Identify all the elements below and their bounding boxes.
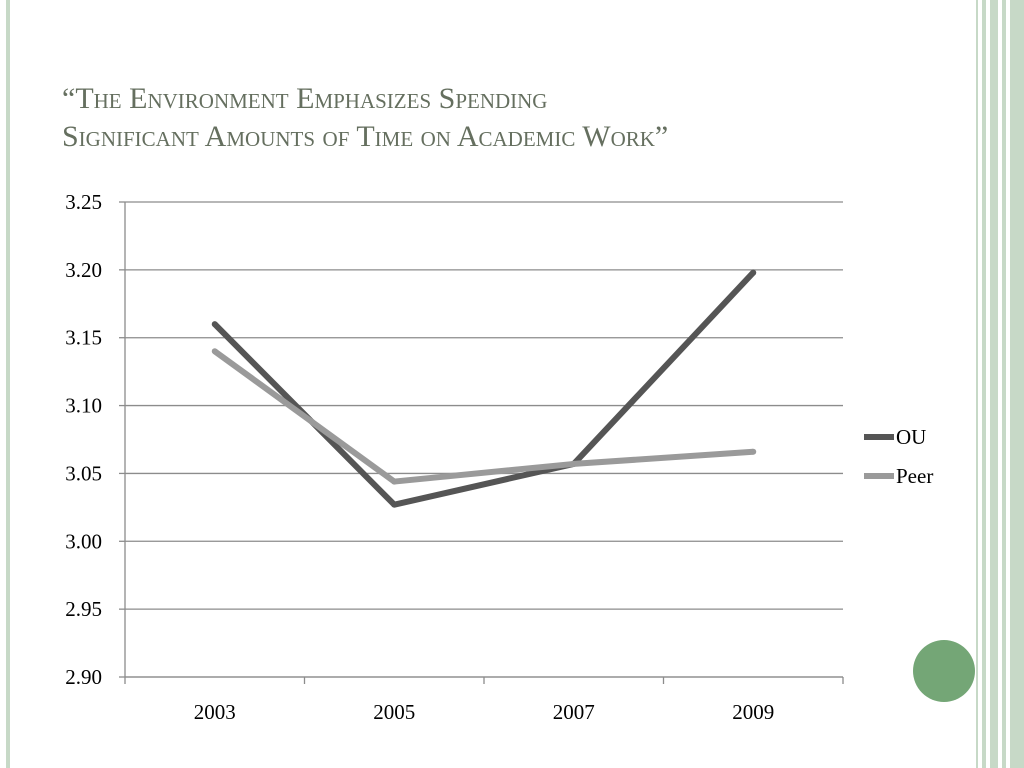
slide-title: “The Environment Emphasizes Spending Sig… bbox=[62, 80, 902, 156]
data-point-peer bbox=[750, 448, 757, 455]
data-point-ou bbox=[750, 269, 757, 276]
y-tick-label: 3.15 bbox=[65, 326, 102, 350]
y-tick-label: 3.05 bbox=[65, 461, 102, 485]
data-point-peer bbox=[570, 460, 577, 467]
y-tick-label: 3.25 bbox=[65, 190, 102, 214]
y-tick-label: 3.10 bbox=[65, 394, 102, 418]
data-point-ou bbox=[391, 501, 398, 508]
slide-title-line-2: Significant Amounts of Time on Academic … bbox=[62, 120, 669, 153]
x-tick-label: 2009 bbox=[732, 700, 774, 724]
data-point-peer bbox=[211, 348, 218, 355]
left-decorative-bar bbox=[6, 0, 10, 768]
legend-label-ou: OU bbox=[896, 425, 926, 449]
right-decorative-stripes bbox=[976, 0, 1024, 768]
x-tick-label: 2005 bbox=[373, 700, 415, 724]
decorative-circle bbox=[913, 640, 975, 702]
x-tick-label: 2003 bbox=[194, 700, 236, 724]
legend-label-peer: Peer bbox=[896, 464, 933, 488]
series-line-peer bbox=[212, 348, 754, 485]
y-tick-label: 2.90 bbox=[65, 665, 102, 689]
data-point-peer bbox=[391, 478, 398, 485]
y-tick-label: 3.20 bbox=[65, 258, 102, 282]
x-tick-label: 2007 bbox=[553, 700, 595, 724]
y-tick-label: 2.95 bbox=[65, 597, 102, 621]
data-point-ou bbox=[211, 321, 218, 328]
slide-title-line-1: “The Environment Emphasizes Spending bbox=[62, 82, 548, 115]
y-tick-label: 3.00 bbox=[65, 529, 102, 553]
